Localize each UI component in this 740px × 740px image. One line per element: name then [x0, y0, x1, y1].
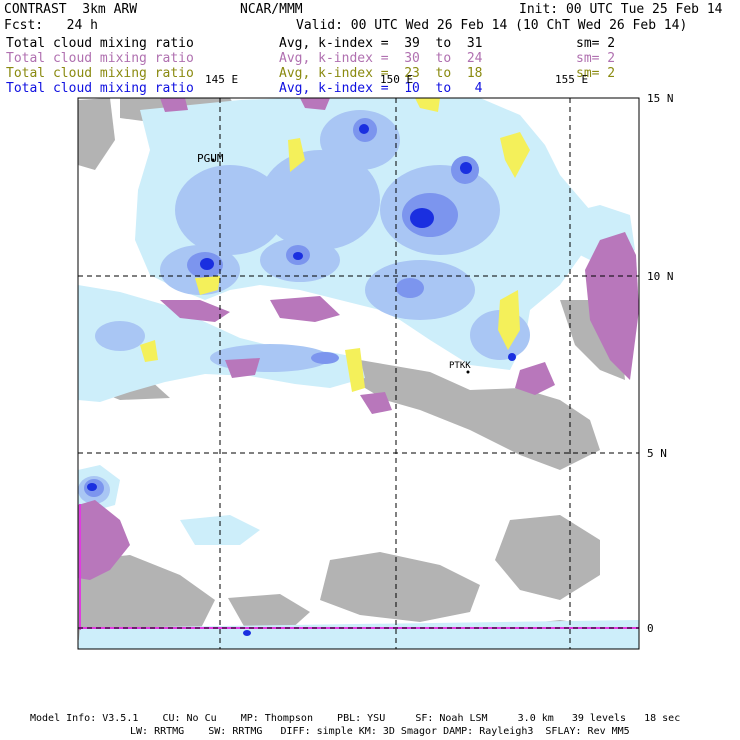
valid-time: Valid: 00 UTC Wed 26 Feb 14 (10 ChT Wed …: [296, 18, 688, 33]
legend-range-4: Avg, k-index = 10 to 4: [279, 81, 483, 96]
purple-cloud-field: [78, 98, 639, 580]
legend-range-1: Avg, k-index = 39 to 31: [279, 36, 483, 51]
legend-range-2: Avg, k-index = 30 to 24: [279, 51, 483, 66]
legend-label-1: Total cloud mixing ratio: [6, 36, 194, 51]
model-title: CONTRAST 3km ARW: [4, 2, 138, 17]
forecast-hour: Fcst: 24 h: [4, 18, 98, 33]
model-info-line-2: LW: RRTMG SW: RRTMG DIFF: simple KM: 3D …: [130, 726, 630, 737]
lon-label-145: 145 E: [205, 73, 239, 86]
station-marker-ptkk: [466, 370, 470, 374]
station-marker-pgum: [211, 158, 215, 162]
legend-sm-1: sm= 2: [576, 36, 616, 51]
moderate-cloud-field: [78, 110, 530, 504]
lat-label-15n: 15 N: [647, 92, 674, 105]
model-info-line-1: Model Info: V3.5.1 CU: No Cu MP: Thompso…: [30, 713, 681, 724]
yellow-cloud-field: [140, 98, 630, 392]
lon-label-150: 150 E: [380, 73, 414, 86]
legend-label-3: Total cloud mixing ratio: [6, 66, 194, 81]
intense-cloud-cores: [87, 124, 516, 636]
legend-range-3: Avg, k-index = 23 to 18: [279, 66, 483, 81]
init-time: Init: 00 UTC Tue 25 Feb 14: [519, 2, 723, 17]
station-label-pgum: PGUM: [197, 152, 224, 165]
lon-label-155: 155 E: [555, 73, 589, 86]
lat-label-equator: 0: [647, 622, 654, 635]
center-title: NCAR/MMM: [240, 2, 303, 17]
legend-sm-2: sm= 2: [576, 51, 616, 66]
magenta-boundary-vertical: [79, 504, 81, 630]
legend-sm-3: sm= 2: [576, 66, 616, 81]
map-frame: [77, 97, 640, 650]
station-label-ptkk: PTKK: [449, 361, 471, 371]
legend-label-2: Total cloud mixing ratio: [6, 51, 194, 66]
lat-label-5n: 5 N: [647, 447, 667, 460]
lat-label-10n: 10 N: [647, 270, 674, 283]
legend-label-4: Total cloud mixing ratio: [6, 81, 194, 96]
